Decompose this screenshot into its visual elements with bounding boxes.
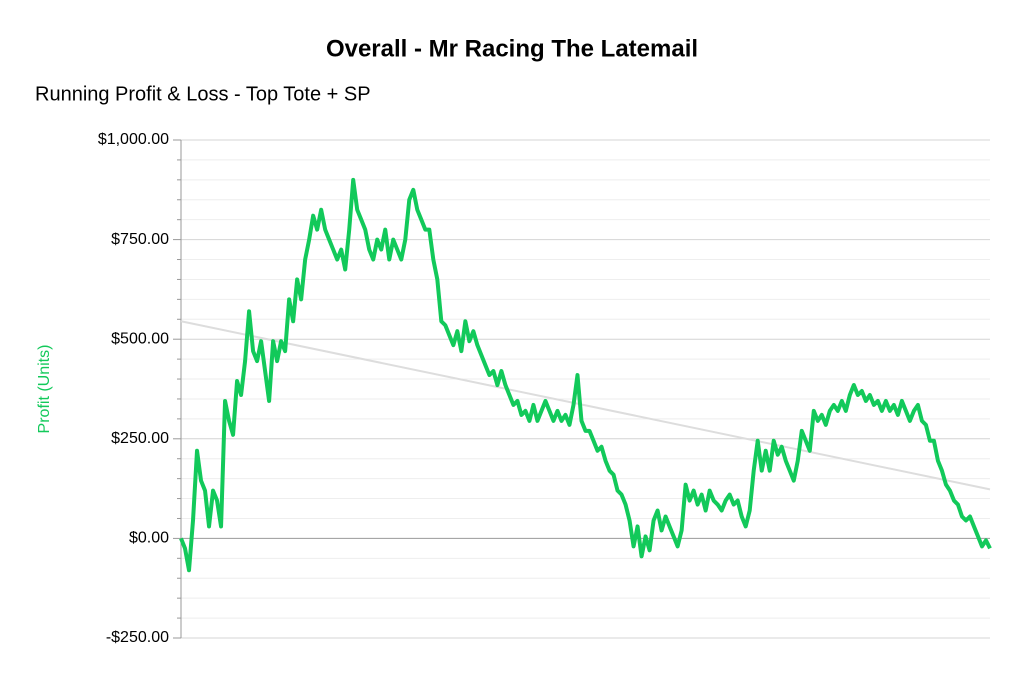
y-tick-label: -$250.00 <box>106 629 169 646</box>
y-axis-label: Profit (Units) <box>36 345 53 434</box>
y-tick-label: $0.00 <box>129 530 169 547</box>
trend-line <box>180 320 991 491</box>
y-tick-label: $1,000.00 <box>98 131 169 148</box>
y-tick-label: $250.00 <box>111 430 169 447</box>
series-line <box>179 177 992 573</box>
y-tick-label: $750.00 <box>111 231 169 248</box>
chart-subtitle: Running Profit & Loss - Top Tote + SP <box>35 83 371 105</box>
y-tick-label: $500.00 <box>111 330 169 347</box>
chart-title: Overall - Mr Racing The Latemail <box>326 35 698 62</box>
